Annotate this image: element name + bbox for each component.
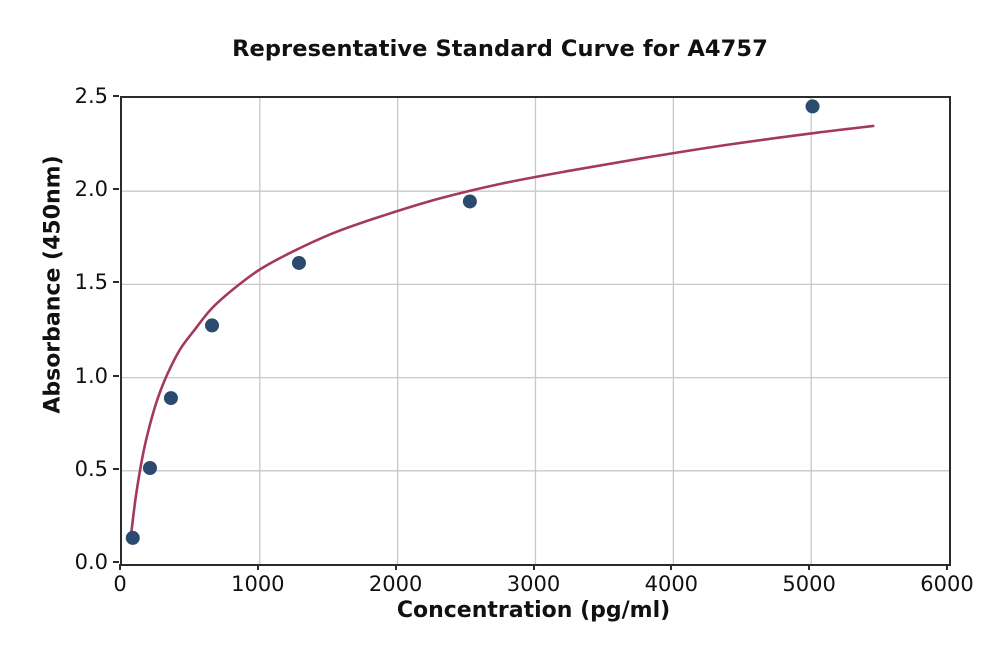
data-points [125,99,820,545]
y-tick-label: 1.5 [74,270,108,295]
x-tick-mark [532,564,535,570]
x-tick-mark [670,564,673,570]
x-tick-mark [808,564,811,570]
y-tick-mark [113,561,119,563]
plot-area [120,96,951,566]
data-point [805,99,820,114]
x-tick-label: 4000 [644,572,699,596]
data-point [142,461,157,475]
page-title: Representative Standard Curve for A4757 [232,36,768,62]
y-tick-mark [113,281,119,284]
fit-curve [128,124,875,543]
y-tick-label: 0.5 [74,456,108,481]
y-tick-label: 0.0 [74,550,108,574]
y-tick-mark [113,188,119,191]
x-tick-mark [394,564,397,570]
data-point [462,194,477,209]
x-tick-label: 0 [113,572,127,596]
x-tick-label: 2000 [368,572,423,596]
data-point [205,318,220,333]
y-tick-mark [113,374,119,377]
data-point [125,530,140,545]
x-axis-label: Concentration (pg/ml) [396,598,671,623]
data-point [291,255,306,270]
x-tick-mark [946,564,948,570]
y-tick-mark [113,95,119,97]
data-point [163,391,178,406]
x-tick-mark [119,564,121,570]
x-tick-label: 5000 [782,572,836,596]
y-tick-label: 2.5 [74,84,108,108]
x-tick-label: 6000 [920,572,974,596]
x-tick-label: 1000 [231,572,285,596]
x-tick-label: 3000 [506,572,561,596]
y-tick-label: 2.0 [74,177,108,202]
y-tick-label: 1.0 [74,363,108,388]
x-tick-mark [256,564,259,570]
y-tick-mark [113,467,119,470]
